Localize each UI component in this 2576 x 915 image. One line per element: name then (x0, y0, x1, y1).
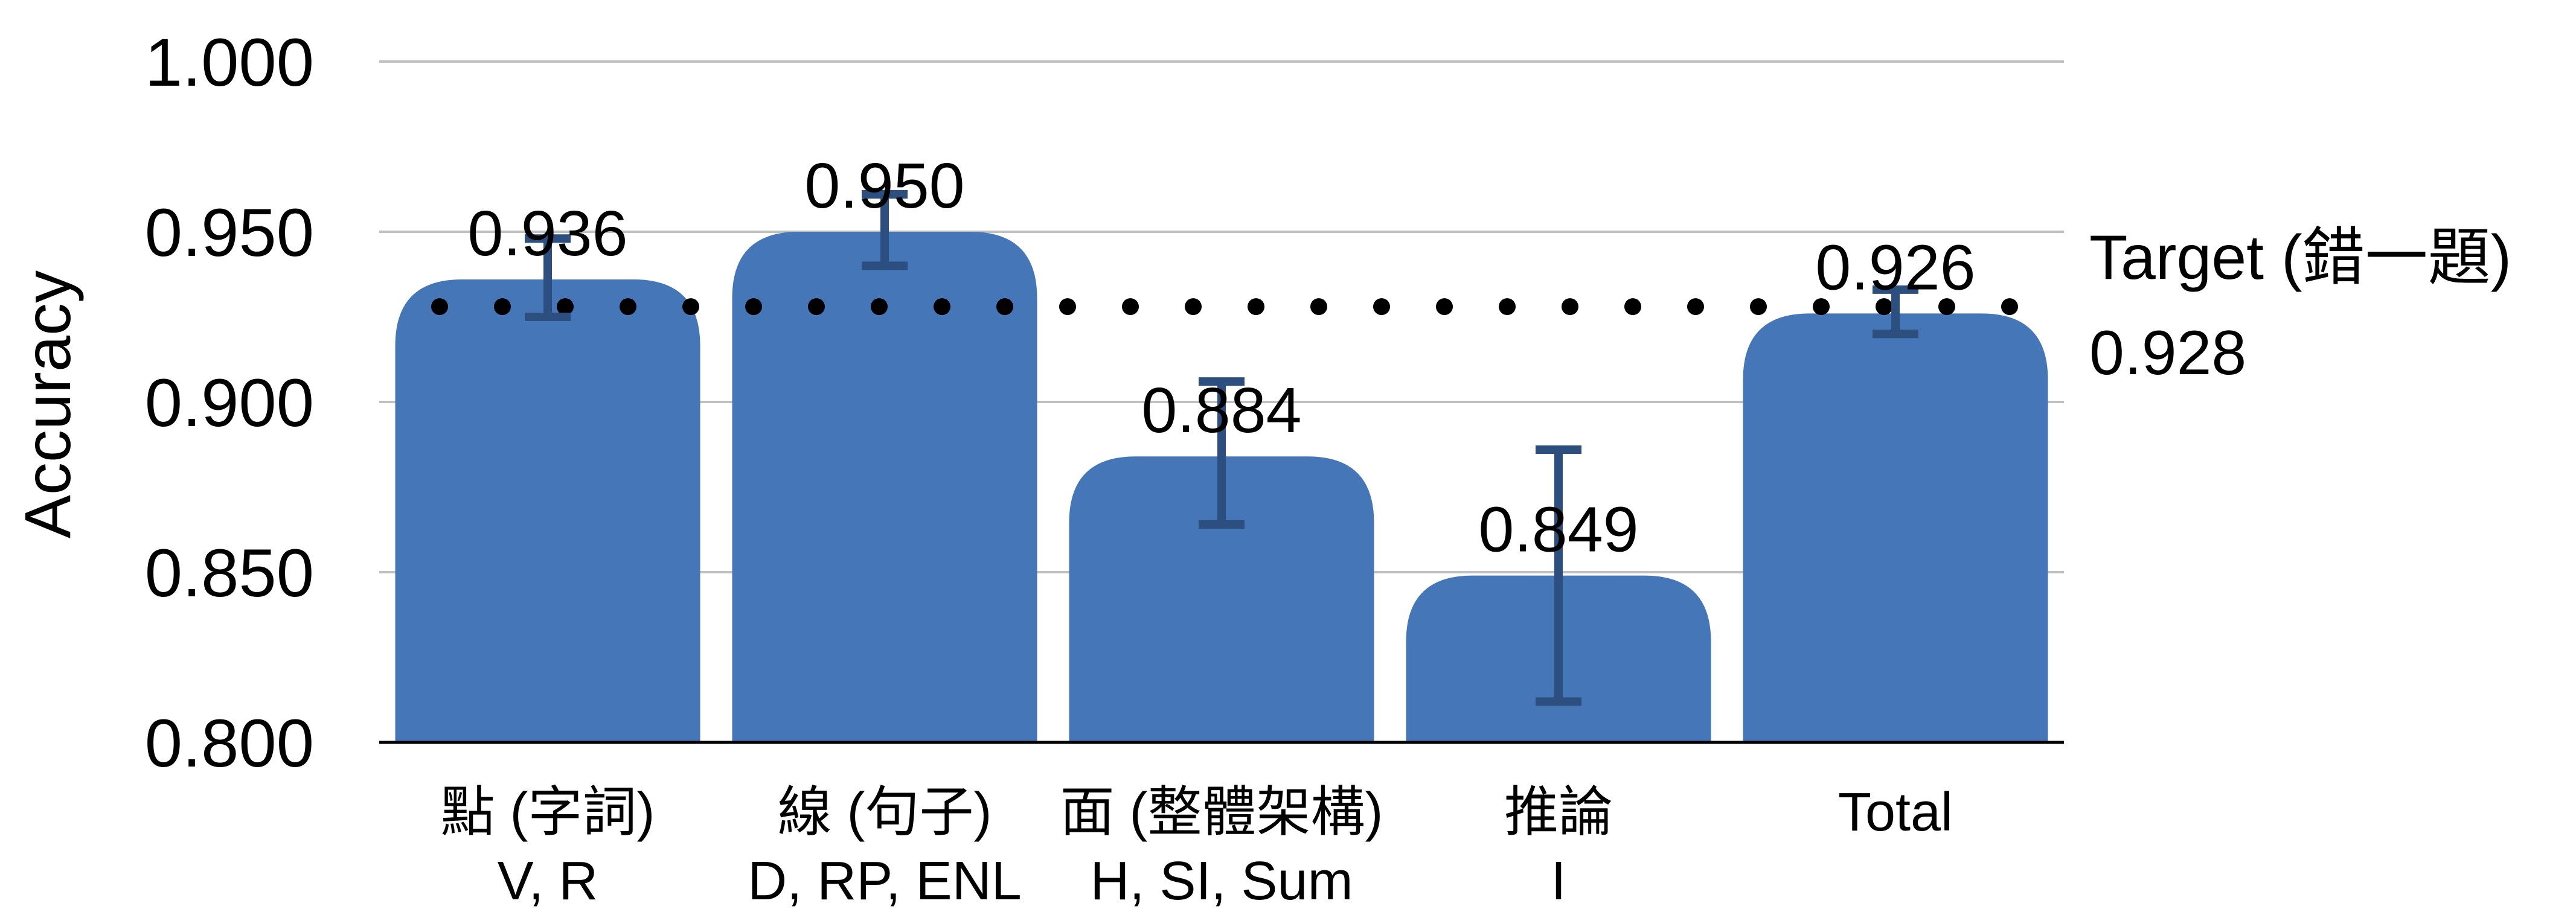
value-label: 0.936 (467, 198, 627, 269)
target-dot (494, 298, 511, 316)
bar (1069, 456, 1374, 742)
target-dot (1624, 298, 1641, 316)
target-dot (1373, 298, 1390, 316)
x-category-label: 點 (字詞) (441, 782, 655, 843)
value-label: 0.926 (1815, 232, 1975, 303)
target-dot (1185, 298, 1202, 316)
target-dot (1436, 298, 1453, 316)
target-dot (1876, 298, 1892, 316)
value-labels: 0.936 0.950 0.884 0.849 0.926 (467, 150, 1975, 566)
target-dot (1248, 298, 1264, 316)
target-dot (1687, 298, 1704, 316)
bar (732, 232, 1037, 742)
value-label: 0.849 (1478, 494, 1638, 566)
target-line (431, 298, 2018, 316)
y-tick-label: 0.800 (145, 706, 314, 781)
target-dot (557, 298, 574, 316)
bar (1743, 313, 2048, 742)
x-category-sublabel: I (1551, 851, 1566, 911)
error-bars (525, 190, 1918, 706)
target-dot (1750, 298, 1767, 316)
target-label: Target (錯一題) (2089, 223, 2511, 293)
target-dot (1813, 298, 1830, 316)
target-value-label: 0.928 (2089, 318, 2246, 388)
target-dot (620, 298, 636, 316)
x-category-label: Total (1838, 782, 1953, 843)
x-category-label: 推論 (1504, 782, 1613, 843)
bars (395, 232, 2048, 743)
x-category-label: 線 (句子) (778, 782, 992, 843)
y-axis-label: Accuracy (11, 270, 84, 538)
target-dot (2001, 298, 2018, 316)
target-dot (1059, 298, 1076, 316)
target-dot (808, 298, 825, 316)
target-dot (1938, 298, 1955, 316)
y-axis-ticks: 0.800 0.850 0.900 0.950 1.000 (145, 25, 314, 781)
x-category-sublabel: D, RP, ENL (748, 851, 1022, 911)
bar (395, 279, 700, 743)
value-label: 0.884 (1141, 375, 1301, 446)
target-dot (431, 298, 448, 316)
y-tick-label: 1.000 (145, 25, 314, 100)
y-tick-label: 0.900 (145, 365, 314, 441)
target-dot (996, 298, 1013, 316)
target-dot (1562, 298, 1578, 316)
x-category-sublabel: V, R (498, 851, 598, 911)
value-label: 0.950 (804, 150, 964, 222)
target-dot (682, 298, 699, 316)
target-dot (745, 298, 762, 316)
target-dot (1122, 298, 1139, 316)
x-category-label: 面 (整體架構) (1060, 782, 1383, 843)
y-tick-label: 0.850 (145, 535, 314, 611)
target-dot (871, 298, 888, 316)
target-dot (1499, 298, 1516, 316)
target-dot (1310, 298, 1327, 316)
x-axis-categories: 點 (字詞) V, R 線 (句子) D, RP, ENL 面 (整體架構) H, SI,… (441, 782, 1953, 911)
target-dot (934, 298, 950, 316)
x-category-sublabel: H, SI, Sum (1090, 851, 1353, 911)
y-tick-label: 0.950 (145, 195, 314, 270)
